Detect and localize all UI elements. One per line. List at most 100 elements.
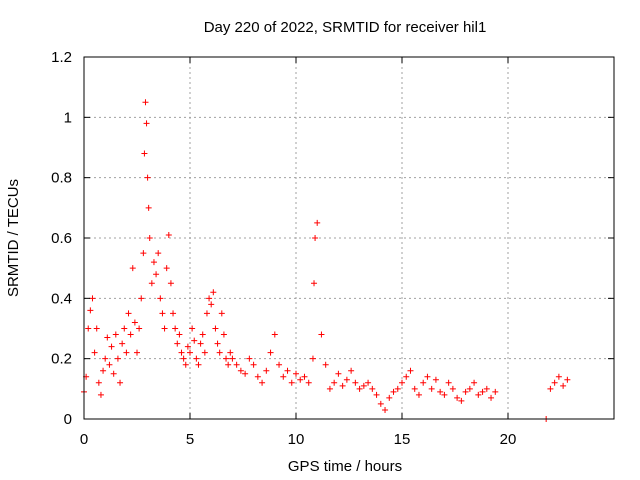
data-point	[134, 349, 140, 356]
data-point	[138, 295, 145, 302]
data-point	[187, 349, 193, 356]
y-tick-label: 0.2	[51, 351, 72, 368]
data-point	[119, 340, 126, 347]
data-point	[167, 280, 174, 287]
data-point	[108, 343, 115, 350]
data-point	[206, 295, 213, 302]
data-point	[229, 355, 236, 362]
x-tick-label: 20	[500, 431, 517, 448]
data-point	[276, 361, 283, 368]
data-point	[280, 373, 287, 380]
data-point	[335, 370, 342, 377]
data-point	[148, 280, 155, 287]
data-point	[131, 319, 138, 326]
data-point	[110, 370, 117, 377]
data-point	[420, 379, 427, 386]
data-point	[150, 259, 157, 266]
x-tick-label: 0	[80, 431, 88, 448]
data-point	[195, 361, 202, 368]
data-point	[415, 391, 422, 398]
data-point	[560, 382, 567, 389]
data-point	[547, 385, 554, 392]
data-point	[263, 367, 270, 374]
data-point	[322, 361, 329, 368]
data-point	[403, 373, 410, 380]
data-point	[140, 250, 147, 257]
x-tick-label: 5	[186, 431, 194, 448]
data-point	[153, 271, 160, 278]
y-tick-label: 1	[64, 109, 72, 126]
y-tick-label: 0.4	[51, 290, 72, 307]
data-point	[176, 331, 183, 338]
data-point	[314, 219, 321, 226]
y-axis-label: SRMTID / TECUs	[5, 179, 22, 297]
data-point	[161, 325, 168, 332]
y-tick-label: 0	[64, 411, 72, 428]
data-point	[233, 361, 240, 368]
data-point	[259, 379, 266, 386]
data-point	[348, 367, 355, 374]
data-point	[112, 331, 119, 338]
data-point	[312, 235, 319, 241]
data-point	[411, 385, 418, 392]
data-point	[471, 379, 478, 386]
data-point	[163, 265, 170, 272]
grid-layer	[84, 57, 614, 419]
data-point	[237, 367, 244, 374]
data-point	[180, 355, 187, 362]
data-point	[145, 204, 152, 211]
data-point	[146, 235, 153, 241]
data-point	[466, 385, 473, 392]
data-point	[437, 388, 444, 395]
data-point	[564, 376, 571, 383]
data-point	[203, 310, 210, 317]
data-point	[85, 325, 92, 332]
data-point	[454, 394, 461, 401]
data-point	[95, 379, 102, 386]
data-point	[197, 340, 204, 347]
data-point	[246, 355, 253, 362]
data-point	[91, 349, 98, 356]
data-point	[89, 295, 96, 302]
data-point	[218, 310, 225, 317]
data-point	[182, 361, 189, 368]
data-point	[143, 120, 150, 127]
data-point	[369, 385, 376, 392]
y-tick-label: 0.6	[51, 230, 72, 247]
data-point	[331, 379, 338, 386]
data-point	[445, 379, 452, 386]
data-point	[117, 379, 124, 386]
data-point	[382, 406, 389, 413]
y-tick-label: 1.2	[51, 49, 72, 66]
data-point	[267, 349, 274, 356]
data-point	[386, 394, 393, 401]
data-point	[555, 373, 562, 380]
data-point	[144, 174, 151, 181]
data-point	[155, 250, 162, 257]
data-point	[184, 343, 191, 350]
data-point	[220, 331, 227, 338]
data-point	[214, 340, 221, 347]
x-tick-label: 10	[288, 431, 305, 448]
data-point	[97, 391, 104, 398]
data-point	[356, 385, 363, 392]
data-point	[492, 388, 499, 395]
data-point	[462, 388, 469, 395]
data-point	[288, 379, 295, 386]
data-point	[343, 376, 350, 383]
data-point	[212, 325, 219, 332]
data-point	[301, 373, 308, 380]
data-point	[311, 280, 318, 287]
chart-title: Day 220 of 2022, SRMTID for receiver hil…	[204, 19, 487, 36]
data-point	[210, 289, 217, 296]
points-layer	[81, 99, 571, 422]
data-point	[365, 379, 372, 386]
data-point	[216, 349, 223, 356]
data-point	[159, 310, 166, 317]
data-point	[407, 367, 414, 374]
data-point	[136, 325, 143, 332]
data-point	[339, 382, 346, 389]
data-point	[157, 295, 164, 302]
